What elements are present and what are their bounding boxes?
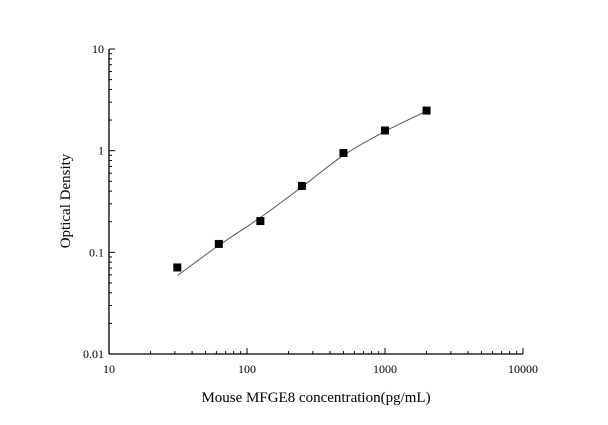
- data-point: [422, 106, 431, 115]
- x-axis-label: Mouse MFGE8 concentration(pg/mL): [201, 390, 430, 406]
- data-point: [256, 217, 265, 226]
- data-point: [339, 149, 348, 158]
- x-tick-label: 1000: [373, 362, 397, 376]
- y-tick-label: 0.1: [89, 245, 104, 259]
- data-point: [381, 126, 389, 135]
- fit-curve-group: [176, 110, 427, 277]
- y-tick-label: 0.01: [83, 347, 104, 361]
- data-point: [173, 263, 182, 272]
- tick-labels: 10 100 1000 10000 0.01 0.1 1 10: [83, 42, 538, 376]
- y-tick-label: 1: [98, 144, 104, 158]
- x-tick-label: 10000: [508, 362, 538, 376]
- y-tick-label: 10: [92, 42, 104, 56]
- data-points: [173, 106, 431, 272]
- axes: [108, 48, 524, 355]
- data-point: [297, 181, 306, 190]
- x-tick-label: 100: [238, 362, 256, 376]
- y-axis-label: Optical Density: [58, 153, 74, 248]
- fit-curve: [176, 110, 427, 277]
- x-tick-label: 10: [103, 362, 115, 376]
- data-point: [214, 239, 223, 248]
